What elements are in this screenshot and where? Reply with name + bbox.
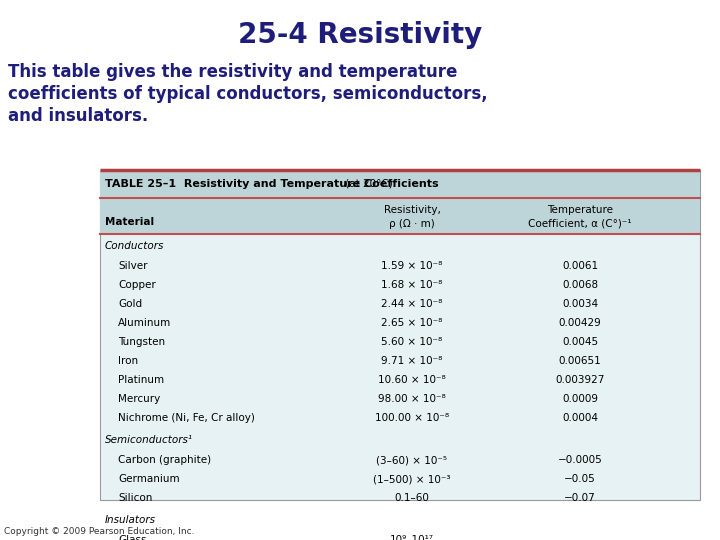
Text: 1.68 × 10⁻⁸: 1.68 × 10⁻⁸ xyxy=(382,280,443,291)
Text: Carbon (graphite): Carbon (graphite) xyxy=(118,455,211,465)
Text: Material: Material xyxy=(105,217,154,227)
Text: 10.60 × 10⁻⁸: 10.60 × 10⁻⁸ xyxy=(378,375,446,386)
Text: Semiconductors¹: Semiconductors¹ xyxy=(105,435,193,445)
Text: −0.07: −0.07 xyxy=(564,493,596,503)
Text: (3–60) × 10⁻⁵: (3–60) × 10⁻⁵ xyxy=(377,455,448,465)
Text: 0.0068: 0.0068 xyxy=(562,280,598,291)
Text: Conductors: Conductors xyxy=(105,241,164,251)
Text: 10⁹–10¹⁷: 10⁹–10¹⁷ xyxy=(390,535,434,540)
Text: TABLE 25–1  Resistivity and Temperature Coefficients: TABLE 25–1 Resistivity and Temperature C… xyxy=(105,179,438,189)
Text: 25-4 Resistivity: 25-4 Resistivity xyxy=(238,21,482,49)
Text: Germanium: Germanium xyxy=(118,474,179,484)
Text: 1.59 × 10⁻⁸: 1.59 × 10⁻⁸ xyxy=(382,261,443,271)
Text: Platinum: Platinum xyxy=(118,375,164,386)
Text: Temperature: Temperature xyxy=(547,205,613,215)
Text: and insulators.: and insulators. xyxy=(8,107,148,125)
Text: Aluminum: Aluminum xyxy=(118,318,171,328)
Text: Glass: Glass xyxy=(118,535,146,540)
Text: 5.60 × 10⁻⁸: 5.60 × 10⁻⁸ xyxy=(382,338,443,347)
Text: Resistivity,: Resistivity, xyxy=(384,205,441,215)
Text: Iron: Iron xyxy=(118,356,138,366)
Text: 0.1–60: 0.1–60 xyxy=(395,493,429,503)
Text: 0.0061: 0.0061 xyxy=(562,261,598,271)
Text: 0.0004: 0.0004 xyxy=(562,413,598,423)
Text: −0.0005: −0.0005 xyxy=(557,455,603,465)
Text: 2.44 × 10⁻⁸: 2.44 × 10⁻⁸ xyxy=(382,299,443,309)
Text: ρ (Ω · m): ρ (Ω · m) xyxy=(389,219,435,229)
Bar xyxy=(100,170,700,500)
Text: Mercury: Mercury xyxy=(118,394,161,404)
Text: Tungsten: Tungsten xyxy=(118,338,165,347)
Text: Coefficient, α (C°)⁻¹: Coefficient, α (C°)⁻¹ xyxy=(528,219,632,229)
Text: Copyright © 2009 Pearson Education, Inc.: Copyright © 2009 Pearson Education, Inc. xyxy=(4,528,194,537)
Text: Copper: Copper xyxy=(118,280,156,291)
Text: 0.0034: 0.0034 xyxy=(562,299,598,309)
Text: 0.003927: 0.003927 xyxy=(555,375,605,386)
Text: Insulators: Insulators xyxy=(105,515,156,525)
Text: 98.00 × 10⁻⁸: 98.00 × 10⁻⁸ xyxy=(378,394,446,404)
Text: 100.00 × 10⁻⁸: 100.00 × 10⁻⁸ xyxy=(375,413,449,423)
Text: 0.00651: 0.00651 xyxy=(559,356,601,366)
Text: 0.00429: 0.00429 xyxy=(559,318,601,328)
Text: This table gives the resistivity and temperature: This table gives the resistivity and tem… xyxy=(8,63,457,81)
Text: Gold: Gold xyxy=(118,299,142,309)
Text: (1–500) × 10⁻³: (1–500) × 10⁻³ xyxy=(373,474,451,484)
Text: 2.65 × 10⁻⁸: 2.65 × 10⁻⁸ xyxy=(382,318,443,328)
Text: (at 20°C): (at 20°C) xyxy=(341,179,392,189)
Text: Nichrome (Ni, Fe, Cr alloy): Nichrome (Ni, Fe, Cr alloy) xyxy=(118,413,255,423)
Text: 0.0045: 0.0045 xyxy=(562,338,598,347)
Bar xyxy=(100,198,700,234)
Text: Silicon: Silicon xyxy=(118,493,153,503)
Text: coefficients of typical conductors, semiconductors,: coefficients of typical conductors, semi… xyxy=(8,85,487,103)
Bar xyxy=(100,170,700,198)
Text: 9.71 × 10⁻⁸: 9.71 × 10⁻⁸ xyxy=(382,356,443,366)
Text: 0.0009: 0.0009 xyxy=(562,394,598,404)
Text: −0.05: −0.05 xyxy=(564,474,596,484)
Text: Silver: Silver xyxy=(118,261,148,271)
